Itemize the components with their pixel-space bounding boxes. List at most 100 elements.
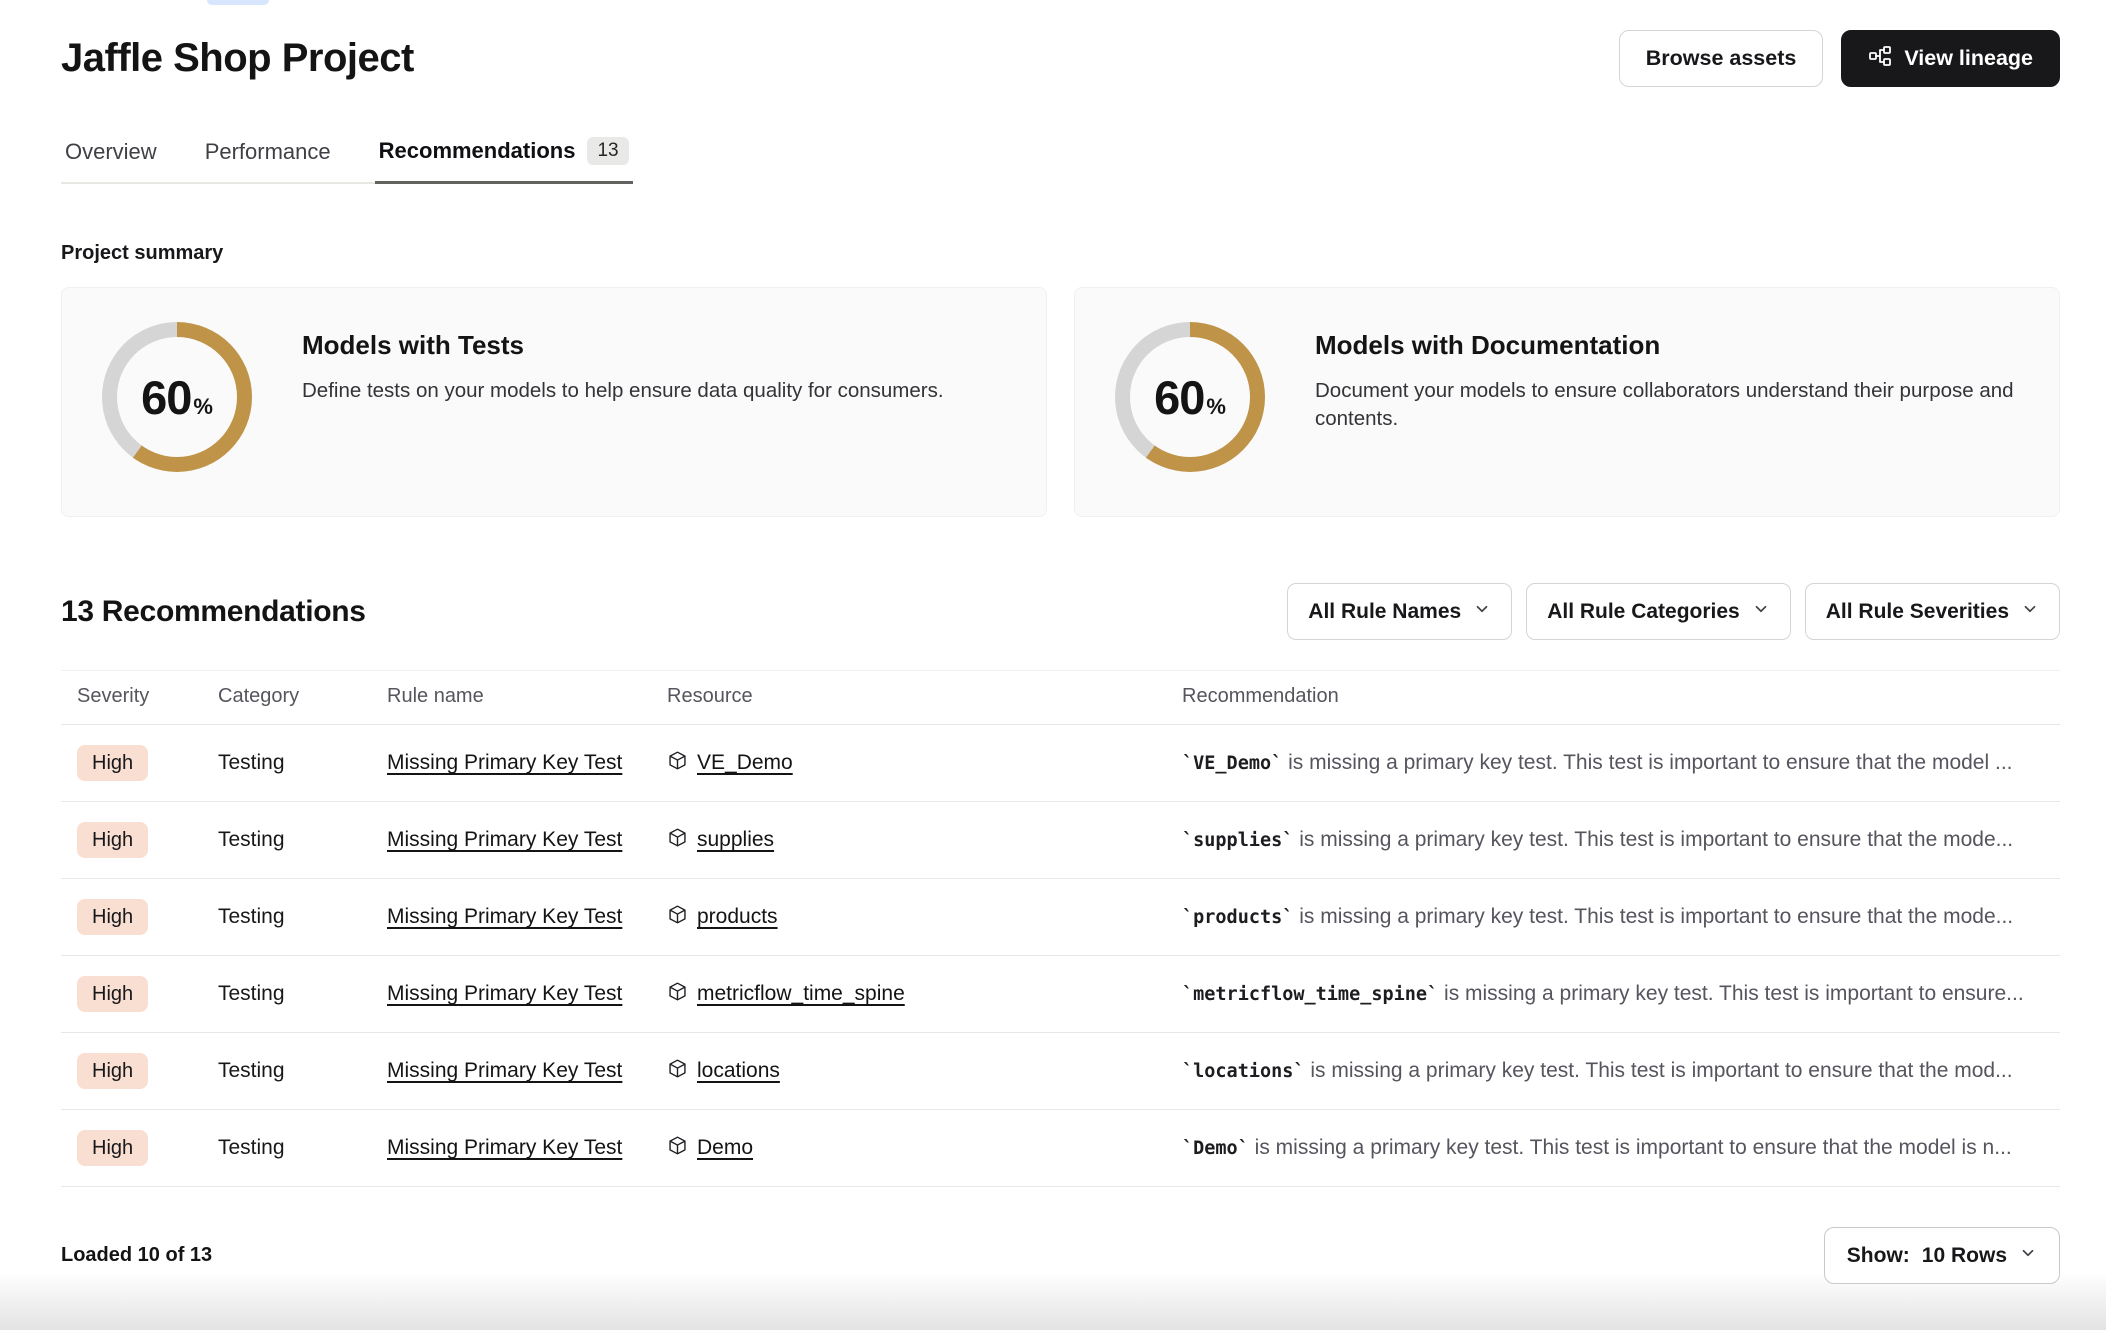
filter-rule-names[interactable]: All Rule Names <box>1287 583 1513 640</box>
rule-name-link[interactable]: Missing Primary Key Test <box>387 905 623 928</box>
docs-donut-chart: 60 % <box>1115 322 1265 472</box>
card-description: Document your models to ensure collabora… <box>1315 379 2014 431</box>
filter-rule-severities[interactable]: All Rule Severities <box>1804 583 2060 640</box>
show-rows-value: 10 Rows <box>1921 1243 2007 1267</box>
recommendation-model-code: `supplies` <box>1182 830 1294 851</box>
recommendation-model-code: `VE_Demo` <box>1182 753 1283 774</box>
tests-donut-value: 60 % <box>141 370 213 425</box>
cube-icon <box>667 981 688 1008</box>
resource-link[interactable]: VE_Demo <box>697 751 793 774</box>
table-row: High Testing Missing Primary Key Test VE… <box>61 724 2060 802</box>
rule-name-link[interactable]: Missing Primary Key Test <box>387 1136 623 1159</box>
table-row: High Testing Missing Primary Key Test lo… <box>61 1032 2060 1110</box>
card-models-with-documentation: 60 % Models with Documentation Document … <box>1074 287 2060 517</box>
severity-badge: High <box>77 1053 149 1089</box>
docs-donut-hole: 60 % <box>1130 337 1250 457</box>
recommendation-model-code: `locations` <box>1182 1061 1305 1082</box>
chevron-down-icon <box>2021 600 2039 624</box>
cube-icon <box>667 1058 688 1085</box>
recommendation-cell: `supplies` is missing a primary key test… <box>1182 801 2060 879</box>
column-header-severity: Severity <box>61 670 218 725</box>
tab-performance[interactable]: Performance <box>201 137 335 182</box>
recommendation-cell: `locations` is missing a primary key tes… <box>1182 1032 2060 1110</box>
table-row: High Testing Missing Primary Key Test De… <box>61 1109 2060 1187</box>
browse-assets-label: Browse assets <box>1645 46 1797 70</box>
category-cell: Testing <box>218 905 285 928</box>
recommendation-model-code: `products` <box>1182 907 1294 928</box>
filter-rule-categories-label: All Rule Categories <box>1547 599 1740 623</box>
tab-overview-label: Overview <box>65 138 157 164</box>
recommendations-count-badge: 13 <box>587 137 629 165</box>
recommendation-cell: `Demo` is missing a primary key test. Th… <box>1182 1109 2060 1187</box>
tabs-row: Overview Performance Recommendations 13 <box>61 137 2060 184</box>
column-header-rule-name: Rule name <box>387 670 667 725</box>
tab-performance-label: Performance <box>204 138 331 164</box>
card-title: Models with Documentation <box>1315 330 1661 360</box>
top-edge-artifact <box>207 0 269 5</box>
recommendations-heading: 13 Recommendations <box>61 594 366 628</box>
recommendation-model-code: `Demo` <box>1182 1138 1249 1159</box>
column-header-resource: Resource <box>667 670 1182 725</box>
category-cell: Testing <box>218 1136 285 1159</box>
cube-icon <box>667 904 688 931</box>
page-title: Jaffle Shop Project <box>61 36 414 80</box>
table-row: High Testing Missing Primary Key Test su… <box>61 801 2060 879</box>
recommendation-cell: `metricflow_time_spine` is missing a pri… <box>1182 955 2060 1033</box>
filter-group: All Rule Names All Rule Categories All R… <box>1287 583 2060 640</box>
category-cell: Testing <box>218 982 285 1005</box>
recommendation-text: is missing a primary key test. This test… <box>1293 905 2014 928</box>
card-description: Define tests on your models to help ensu… <box>302 379 944 402</box>
cube-icon <box>667 1135 688 1162</box>
view-lineage-label: View lineage <box>1904 46 2033 70</box>
table-row: High Testing Missing Primary Key Test pr… <box>61 878 2060 956</box>
docs-percent: 60 <box>1154 370 1205 424</box>
category-cell: Testing <box>218 1059 285 1082</box>
tab-recommendations[interactable]: Recommendations 13 <box>374 137 633 184</box>
tests-percent-sign: % <box>193 393 213 419</box>
project-summary-label: Project summary <box>61 242 224 264</box>
resource-link[interactable]: metricflow_time_spine <box>697 982 905 1005</box>
severity-badge: High <box>77 1130 149 1166</box>
card-text: Models with Tests Define tests on your m… <box>302 322 944 405</box>
category-cell: Testing <box>218 751 285 774</box>
rule-name-link[interactable]: Missing Primary Key Test <box>387 751 623 774</box>
show-rows-button[interactable]: Show: 10 Rows <box>1823 1227 2060 1284</box>
browse-assets-button[interactable]: Browse assets <box>1618 30 1824 87</box>
recommendation-model-code: `metricflow_time_spine` <box>1182 984 1439 1005</box>
recommendation-cell: `VE_Demo` is missing a primary key test.… <box>1182 724 2060 802</box>
recommendation-cell: `products` is missing a primary key test… <box>1182 878 2060 956</box>
resource-link[interactable]: locations <box>697 1059 780 1082</box>
rule-name-link[interactable]: Missing Primary Key Test <box>387 828 623 851</box>
rule-name-link[interactable]: Missing Primary Key Test <box>387 1059 623 1082</box>
header-actions: Browse assets View lineage <box>1618 30 2060 87</box>
rule-name-link[interactable]: Missing Primary Key Test <box>387 982 623 1005</box>
column-header-category: Category <box>218 670 387 725</box>
chevron-down-icon <box>2019 1244 2037 1268</box>
recommendations-table: Severity Category Rule name Resource Rec… <box>61 670 2060 1187</box>
view-lineage-button[interactable]: View lineage <box>1841 30 2060 87</box>
tab-overview[interactable]: Overview <box>61 137 161 182</box>
docs-percent-sign: % <box>1206 393 1226 419</box>
filter-rule-categories[interactable]: All Rule Categories <box>1526 583 1791 640</box>
table-header-row: Severity Category Rule name Resource Rec… <box>61 670 2060 725</box>
cube-icon <box>667 750 688 777</box>
recommendation-text: is missing a primary key test. This test… <box>1248 1136 2012 1159</box>
category-cell: Testing <box>218 828 285 851</box>
chevron-down-icon <box>1473 600 1491 624</box>
tests-donut-chart: 60 % <box>102 322 252 472</box>
resource-link[interactable]: supplies <box>697 828 775 851</box>
tab-list: Overview Performance Recommendations 13 <box>61 137 633 184</box>
chevron-down-icon <box>1752 600 1770 624</box>
table-row: High Testing Missing Primary Key Test me… <box>61 955 2060 1033</box>
card-text: Models with Documentation Document your … <box>1315 322 2019 434</box>
recommendation-text: is missing a primary key test. This test… <box>1293 828 2014 851</box>
docs-donut-value: 60 % <box>1154 370 1226 425</box>
recommendation-text: is missing a primary key test. This test… <box>1438 982 2024 1005</box>
summary-cards: 60 % Models with Tests Define tests on y… <box>61 287 2060 517</box>
cube-icon <box>667 827 688 854</box>
resource-link[interactable]: products <box>697 905 778 928</box>
resource-link[interactable]: Demo <box>697 1136 754 1159</box>
recommendations-header: 13 Recommendations All Rule Names All Ru… <box>61 583 2060 640</box>
card-models-with-tests: 60 % Models with Tests Define tests on y… <box>61 287 1047 517</box>
